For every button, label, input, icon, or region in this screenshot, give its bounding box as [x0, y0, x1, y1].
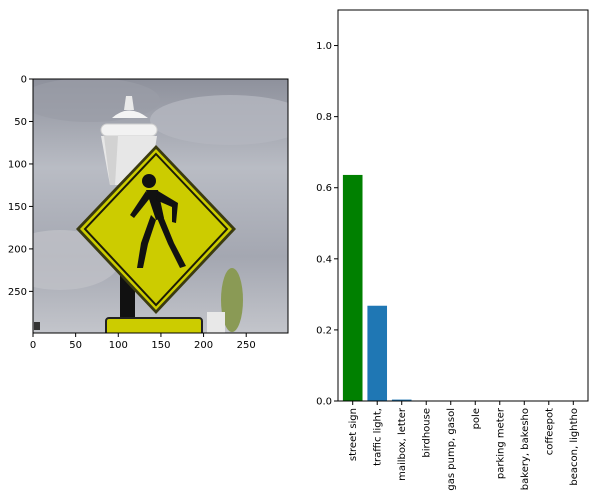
- bar-y-tick-label: 1.0: [316, 41, 332, 52]
- bar-y-tick-label: 0.4: [316, 254, 332, 265]
- bar-x-tick-label: gas pump, gasol: [446, 408, 457, 491]
- image-y-tick-label: 50: [14, 117, 27, 128]
- image-y-tick-label: 150: [8, 202, 27, 213]
- image-y-tick-label: 0: [21, 75, 27, 86]
- bars: [342, 174, 412, 401]
- image-x-tick-label: 100: [109, 340, 128, 351]
- image-x-tick-label: 250: [237, 340, 256, 351]
- bar-x-axis: street sign traffic light, mailbox, letter…: [348, 401, 580, 491]
- bar-x-tick-label: pole: [471, 408, 482, 429]
- bar-x-tick-label: street sign: [348, 408, 359, 461]
- image-y-tick-label: 100: [8, 159, 27, 170]
- image-x-tick-label: 150: [151, 340, 170, 351]
- bar-axes-frame: [337, 9, 589, 402]
- image-y-tick-label: 200: [8, 244, 27, 255]
- image-panel: 0 50 100 150 200 250 0 50 100 150 200 250: [8, 75, 289, 351]
- bar-x-tick-label: mailbox, letter: [397, 407, 408, 481]
- image-y-tick-label: 250: [8, 287, 27, 298]
- image-x-axis: 0 50 100 150 200 250: [30, 333, 256, 351]
- bar-x-tick-label: birdhouse: [422, 408, 433, 458]
- bar-y-tick-label: 0.6: [316, 183, 332, 194]
- street-sign-photo: [33, 79, 288, 333]
- bar-chart-panel: 0.0 0.2 0.4 0.6 0.8 1.0 street sign traffic li…: [316, 9, 589, 491]
- bar-mailbox-letter: [391, 399, 412, 401]
- bar-x-tick-label: traffic light,: [373, 408, 384, 466]
- bar-traffic-light: [367, 305, 388, 401]
- bar-y-tick-label: 0.0: [316, 397, 332, 408]
- image-x-tick-label: 200: [194, 340, 213, 351]
- image-x-tick-label: 0: [30, 340, 36, 351]
- bar-street-sign: [342, 174, 363, 401]
- bar-y-tick-label: 0.8: [316, 112, 332, 123]
- bar-y-axis: 0.0 0.2 0.4 0.6 0.8 1.0: [316, 41, 338, 408]
- bar-y-tick-label: 0.2: [316, 325, 332, 336]
- bar-x-tick-label: coffeepot: [544, 408, 555, 455]
- bar-x-tick-label: beacon, lightho: [569, 408, 580, 486]
- bar-x-tick-label: bakery, bakesho: [520, 408, 531, 490]
- bar-x-tick-label: parking meter: [495, 407, 506, 479]
- image-y-axis: 0 50 100 150 200 250: [8, 75, 33, 298]
- image-x-tick-label: 50: [69, 340, 82, 351]
